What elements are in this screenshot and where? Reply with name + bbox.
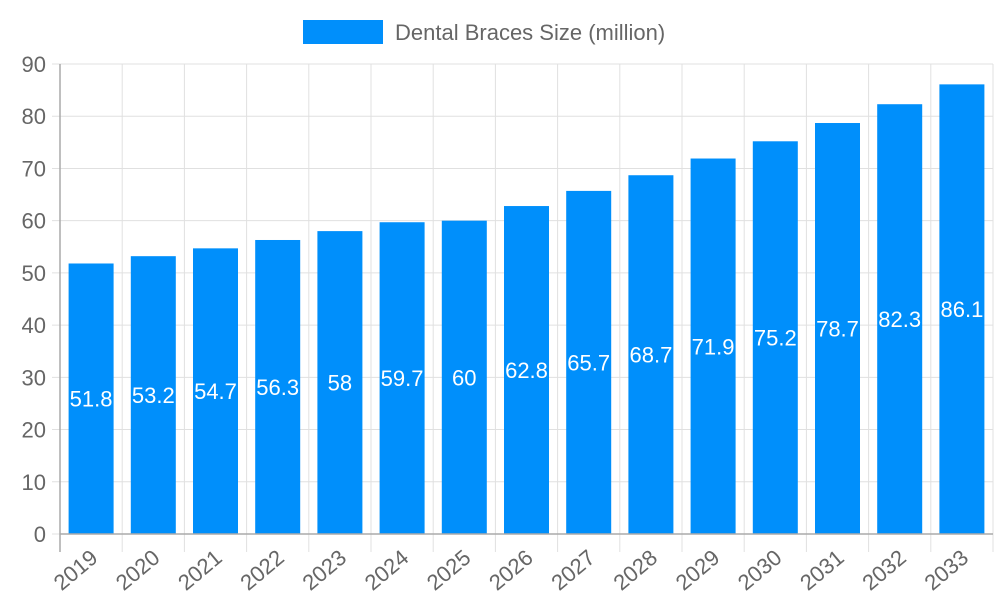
data-label: 86.1 [940, 297, 983, 322]
data-label: 65.7 [567, 350, 610, 375]
data-label: 62.8 [505, 358, 548, 383]
x-tick-label: 2021 [173, 545, 227, 596]
bar [815, 123, 860, 534]
x-tick-label: 2026 [484, 545, 538, 596]
x-tick-label: 2027 [546, 545, 600, 596]
x-tick-label: 2033 [920, 545, 974, 596]
y-tick-label: 90 [22, 52, 46, 77]
y-tick-label: 0 [34, 522, 46, 547]
bar [379, 222, 425, 534]
x-tick-label: 2028 [609, 545, 663, 596]
x-tick-label: 2019 [49, 545, 103, 596]
data-label: 56.3 [256, 375, 299, 400]
data-label: 53.2 [132, 383, 175, 408]
data-label: 68.7 [629, 343, 672, 368]
data-label: 82.3 [878, 307, 921, 332]
bars [68, 84, 985, 535]
bar [441, 220, 487, 534]
bar [752, 141, 798, 535]
y-tick-label: 60 [22, 209, 46, 234]
y-tick-label: 30 [22, 365, 46, 390]
bar [317, 231, 363, 534]
bar [68, 263, 114, 534]
bar [877, 104, 923, 534]
x-tick-label: 2031 [795, 545, 849, 596]
bar [504, 206, 549, 535]
data-labels: 51.8 53.2 54.7 56.3 58 59.7 60 62.8 65.7 68.7 71.9… [70, 297, 984, 412]
y-tick-label: 40 [22, 313, 46, 338]
x-tick-label: 2020 [111, 545, 165, 596]
data-label: 51.8 [70, 387, 113, 412]
data-label: 60 [452, 365, 476, 390]
data-label: 54.7 [194, 379, 237, 404]
x-tick-label: 2023 [298, 545, 352, 596]
x-tick-label: 2032 [857, 545, 911, 596]
y-tick-label: 50 [22, 261, 46, 286]
data-label: 78.7 [816, 317, 859, 342]
data-label: 59.7 [381, 366, 424, 391]
x-tick-label: 2024 [360, 545, 414, 596]
y-tick-label: 20 [22, 418, 46, 443]
bar [255, 239, 301, 534]
y-tick-label: 10 [22, 470, 46, 495]
bar [566, 190, 612, 534]
data-label: 58 [328, 371, 352, 396]
bar [130, 256, 176, 534]
x-tick-label: 2030 [733, 545, 787, 596]
x-tick-label: 2022 [235, 545, 289, 596]
bar [939, 84, 985, 534]
bar [690, 158, 736, 534]
x-tick-label: 2029 [671, 545, 725, 596]
data-label: 75.2 [754, 326, 797, 351]
bar [628, 175, 674, 534]
y-tick-label: 80 [22, 104, 46, 129]
legend-swatch [303, 20, 383, 44]
y-tick-label: 70 [22, 156, 46, 181]
data-label: 71.9 [692, 334, 735, 359]
legend-label: Dental Braces Size (million) [395, 20, 665, 45]
legend[interactable]: Dental Braces Size (million) [303, 20, 665, 45]
bar [193, 248, 238, 534]
x-tick-label: 2025 [422, 545, 476, 596]
